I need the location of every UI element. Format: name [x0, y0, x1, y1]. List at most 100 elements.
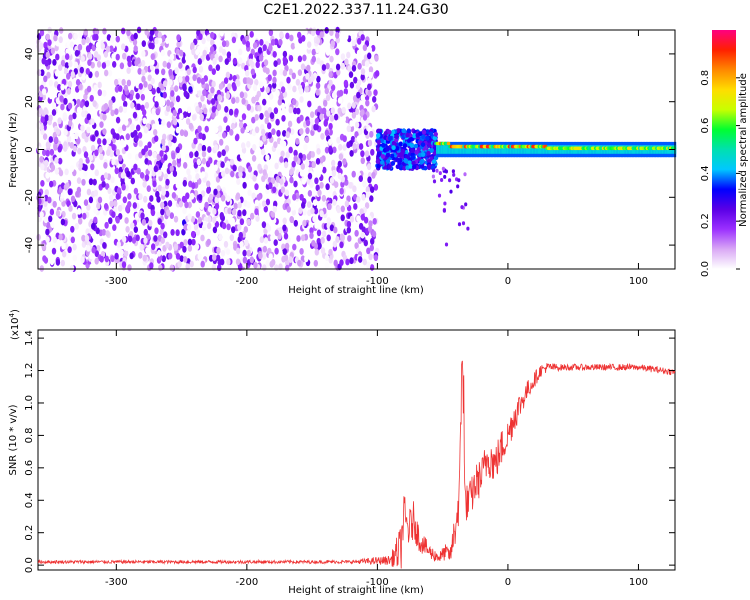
heatmap-cell — [302, 208, 307, 216]
heatmap-cell — [328, 122, 333, 130]
heatmap-cell — [401, 128, 406, 134]
heatmap-cell — [122, 52, 127, 60]
heatmap-cell — [300, 234, 306, 242]
heatmap-cell — [94, 169, 100, 177]
heatmap-cell — [329, 29, 334, 36]
heatmap-cell — [349, 257, 354, 265]
heatmap-cell — [311, 161, 316, 169]
heatmap-cell — [359, 208, 364, 216]
heatmap-cell — [133, 187, 139, 195]
heatmap-cell — [453, 145, 456, 154]
heatmap-cell — [95, 41, 101, 49]
heatmap-cell — [133, 45, 138, 52]
heatmap-cell — [202, 220, 208, 228]
heatmap-cell — [324, 254, 330, 262]
heatmap-cell — [141, 148, 146, 156]
heatmap-cell — [143, 228, 148, 236]
heatmap-cell — [288, 55, 294, 62]
heatmap-cell — [512, 145, 515, 154]
heatmap-cell — [282, 248, 287, 256]
heatmap-cell — [45, 172, 50, 179]
heatmap-cell — [356, 215, 361, 223]
heatmap-cell — [277, 98, 282, 106]
heatmap-cell — [43, 107, 48, 115]
heatmap-cell — [55, 53, 60, 61]
heatmap-cell — [97, 89, 103, 97]
heatmap-cell — [376, 133, 381, 138]
heatmap-cell — [358, 127, 363, 135]
heatmap-cell — [233, 243, 238, 251]
heatmap-cell — [310, 75, 315, 82]
heatmap-cell — [254, 199, 259, 207]
heatmap-cell — [200, 77, 206, 85]
heatmap-cell — [240, 126, 245, 134]
heatmap-cell — [437, 145, 440, 154]
heatmap-cell — [68, 119, 73, 127]
heatmap-cell — [177, 187, 182, 195]
heatmap-cell — [76, 98, 81, 106]
heatmap-cell — [331, 159, 336, 167]
heatmap-cell — [212, 208, 217, 215]
heatmap-cell — [263, 59, 269, 66]
heatmap-cell — [354, 229, 359, 237]
heatmap-cell — [197, 58, 202, 65]
heatmap-cell — [58, 169, 64, 177]
heatmap-cell — [42, 149, 47, 157]
heatmap-cell — [160, 49, 166, 57]
heatmap-cell — [119, 138, 125, 146]
heatmap-cell — [335, 48, 340, 56]
heatmap-cell — [280, 102, 286, 110]
heatmap-cell — [136, 124, 141, 132]
heatmap-cell — [328, 248, 333, 256]
heatmap-cell — [375, 70, 380, 77]
heatmap-cell — [133, 32, 138, 40]
heatmap-cell — [182, 245, 187, 253]
heatmap-cell — [282, 59, 288, 67]
heatmap-cell — [306, 64, 311, 72]
heatmap-cell — [107, 69, 113, 77]
heatmap-cell — [319, 113, 324, 121]
heatmap-cell — [61, 250, 67, 258]
heatmap-cell — [316, 57, 321, 65]
heatmap-cell — [327, 203, 332, 211]
heatmap-cell — [235, 78, 240, 86]
heatmap-cell — [321, 64, 327, 71]
heatmap-cell — [245, 69, 250, 77]
heatmap-cell — [150, 58, 155, 66]
heatmap-cell — [188, 86, 193, 93]
heatmap-cell — [206, 34, 211, 42]
heatmap-cell — [311, 55, 316, 63]
heatmap-cell — [349, 120, 354, 127]
heatmap-cell — [193, 162, 198, 169]
heatmap-cell — [283, 232, 289, 240]
heatmap-cell — [204, 201, 209, 209]
heatmap-cell — [342, 93, 348, 101]
heatmap-cell — [207, 216, 212, 223]
heatmap-cell — [136, 103, 141, 111]
heatmap-cell — [238, 165, 243, 173]
heatmap-cell — [206, 180, 211, 188]
heatmap-cell — [314, 123, 319, 131]
heatmap-cell — [282, 130, 287, 137]
heatmap-cell — [113, 200, 118, 208]
heatmap-cell — [332, 199, 337, 206]
heatmap-cell — [264, 147, 269, 155]
heatmap-cell — [349, 125, 355, 132]
heatmap-cell — [126, 79, 132, 87]
heatmap-cell — [231, 208, 237, 216]
heatmap-cell — [73, 32, 78, 40]
heatmap-cell — [157, 184, 162, 192]
heatmap-cell — [321, 194, 327, 202]
heatmap-cell — [336, 68, 341, 76]
heatmap-cell — [153, 235, 158, 242]
heatmap-cell — [282, 50, 288, 58]
heatmap-cell — [41, 243, 47, 251]
heatmap-cell — [51, 247, 57, 255]
heatmap-cell — [115, 35, 121, 43]
heatmap-cell — [83, 164, 88, 172]
heatmap-cell — [57, 145, 62, 153]
heatmap-cell — [362, 44, 368, 52]
heatmap-cell — [316, 229, 322, 237]
heatmap-cell — [191, 182, 196, 190]
heatmap-cell — [282, 224, 287, 232]
